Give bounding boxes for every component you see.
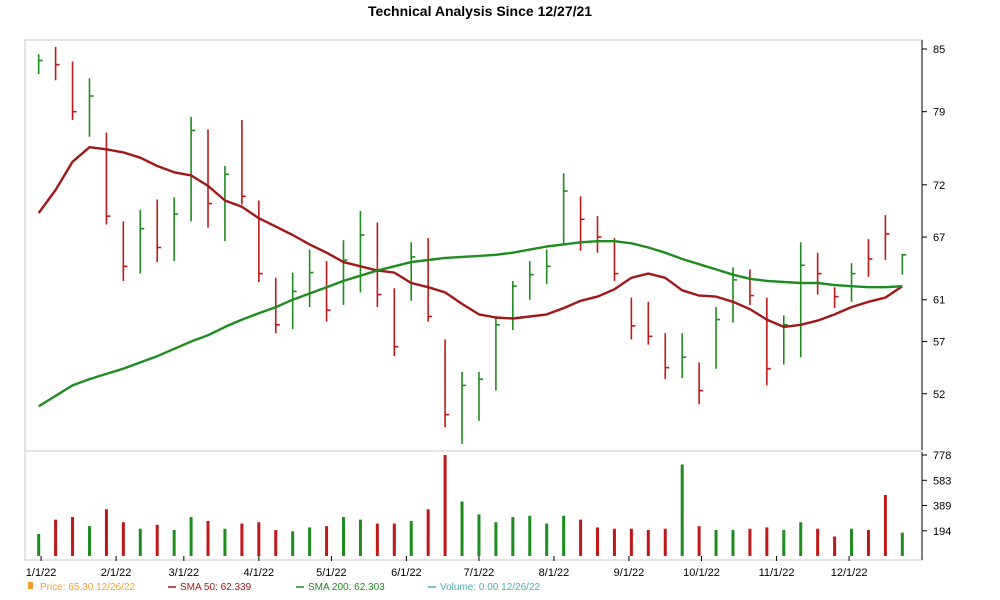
volume-bar [697,526,701,556]
x-tick-label: 7/1/22 [464,567,495,579]
volume-bar [189,517,193,556]
chart-title: Technical Analysis Since 12/27/21 [368,3,592,19]
volume-bar [460,501,464,556]
volume-bar [816,528,820,556]
legend-item-label: Volume: 0.00 12/26/22 [440,582,541,593]
x-tick-label: 6/1/22 [391,567,422,579]
x-tick-label: 10/1/22 [683,567,720,579]
volume-bar [850,528,854,556]
x-axis: 1/1/22 2/1/22 3/1/22 4/1/22 5/1/22 6/1/22 7/1/… [26,556,868,579]
volume-bar [291,531,295,556]
volume-axis: 194 389 583 778 [25,450,951,560]
x-tick-label: 3/1/22 [169,567,200,579]
volume-bar [392,523,396,556]
x-tick-label: 2/1/22 [101,567,132,579]
volume-bar [799,522,803,556]
volume-bar [358,519,362,556]
volume-bar [765,527,769,556]
volume-bar [426,509,430,556]
volume-bar [646,530,650,556]
volume-bar [206,520,210,556]
x-tick-label: 8/1/22 [539,567,570,579]
volume-bar [545,523,549,556]
volume-bar [562,515,566,556]
series-line-sma-50 [37,146,903,329]
volume-bar [579,519,583,556]
volume-bar [341,517,345,556]
volume-bar [240,523,244,556]
volume-bar [731,530,735,556]
legend-item-label: Price: 65.30 12/26/22 [40,582,136,593]
volume-bar [596,527,600,556]
volume-bar [612,528,616,556]
price-tick-label: 52 [933,389,945,401]
volume-bar [138,528,142,556]
volume-bar [375,523,379,556]
volume-bar [87,526,91,556]
volume-bar [121,522,125,556]
volume-bar [883,494,887,556]
volume-bar [172,530,176,556]
volume-bars [37,455,904,556]
x-tick-label: 12/1/22 [831,567,868,579]
legend-item-label: SMA 50: 62.339 [180,582,252,593]
volume-bar [714,530,718,556]
price-bars [37,46,907,444]
x-tick-label: 4/1/22 [244,567,275,579]
volume-bar [494,522,498,556]
moving-average-lines [37,146,903,408]
price-tick-label: 57 [933,337,945,349]
volume-tick-label: 583 [933,475,951,487]
volume-bar [900,532,904,556]
volume-bar [866,530,870,556]
volume-bar [325,526,329,556]
volume-bar [528,515,532,556]
volume-bar [511,517,515,556]
x-tick-label: 5/1/22 [316,567,347,579]
price-tick-label: 85 [933,44,945,56]
volume-bar [833,536,837,556]
series-line-sma-200 [38,240,903,408]
x-tick-label: 11/1/22 [759,567,795,579]
volume-bar [274,530,278,556]
x-tick-label: 1/1/22 [26,567,57,579]
x-tick-label: 9/1/22 [614,567,645,579]
volume-bar [782,530,786,556]
volume-bar [680,464,684,556]
volume-bar [257,522,261,556]
volume-bar [104,509,108,556]
price-tick-label: 67 [933,232,945,244]
volume-bar [443,455,447,556]
volume-bar [223,528,227,556]
volume-bar [409,520,413,556]
price-tick-label: 72 [933,180,945,192]
legend-swatch-price [28,582,33,589]
price-axis: 52 57 61 67 72 79 85 [921,40,945,450]
volume-bar [37,533,41,556]
volume-bar [629,528,633,556]
volume-tick-label: 778 [933,450,951,462]
volume-bar [308,527,312,556]
volume-bar [54,519,58,556]
volume-bar [155,524,159,556]
volume-tick-label: 194 [933,526,951,538]
volume-bar [477,514,481,556]
volume-tick-label: 389 [933,501,951,513]
price-tick-label: 79 [933,107,945,119]
plot-frame [24,39,923,561]
volume-bar [71,517,75,556]
price-tick-label: 61 [933,295,945,307]
volume-bar [663,528,667,556]
legend-item-label: SMA 200: 62.303 [308,582,385,593]
volume-bar [748,528,752,556]
legend: Price: 65.30 12/26/22 SMA 50: 62.339 SMA 2… [28,582,541,593]
